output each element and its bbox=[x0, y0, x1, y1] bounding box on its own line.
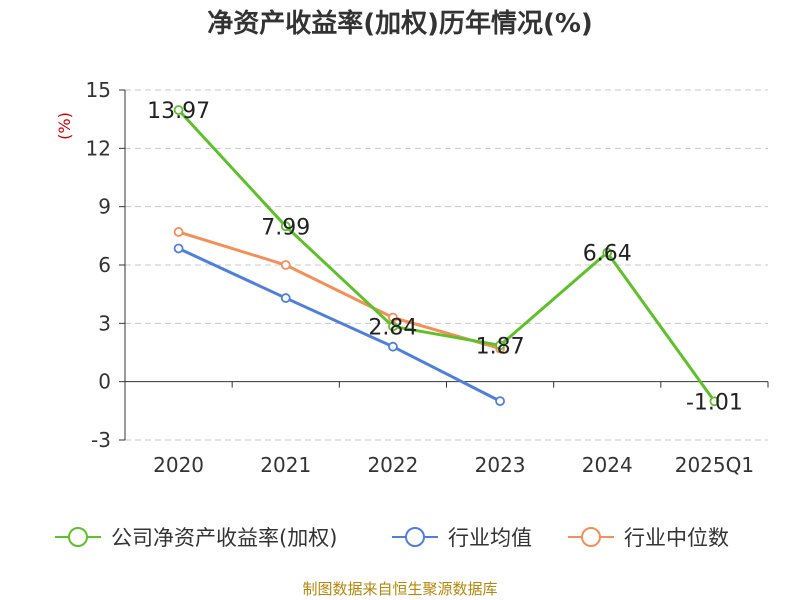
data-point bbox=[709, 396, 720, 407]
chart-title: 净资产收益率(加权)历年情况(%) bbox=[207, 8, 593, 39]
y-tick-label: -3 bbox=[91, 428, 111, 452]
data-label: 13.97 bbox=[147, 99, 210, 124]
x-tick-label: 2023 bbox=[475, 453, 526, 477]
source-note: 制图数据来自恒生聚源数据库 bbox=[302, 580, 497, 598]
legend-label: 行业均值 bbox=[448, 526, 532, 550]
data-point bbox=[602, 247, 613, 258]
gridlines bbox=[125, 89, 768, 441]
legend-swatch-marker bbox=[581, 527, 601, 547]
y-tick-label: 15 bbox=[86, 78, 111, 102]
legend-label: 行业中位数 bbox=[624, 526, 729, 550]
legend-swatch-marker bbox=[405, 527, 425, 547]
legend-item-2[interactable]: 行业中位数 bbox=[568, 526, 729, 550]
y-tick-label: 0 bbox=[98, 370, 111, 394]
data-point bbox=[280, 293, 291, 303]
y-axis-label: (%) bbox=[55, 112, 74, 140]
data-point bbox=[495, 396, 505, 407]
data-labels: 13.97 7.99 2.84 1.87 6.64 -1.01 bbox=[147, 99, 743, 415]
x-tick-label: 2025Q1 bbox=[675, 453, 754, 477]
data-label: 7.99 bbox=[261, 215, 310, 240]
data-point bbox=[388, 341, 398, 352]
data-point bbox=[173, 243, 184, 254]
series-line-1 bbox=[177, 247, 501, 403]
legend[interactable]: 公司净资产收益率(加权) 行业均值 行业中位数 bbox=[55, 526, 729, 550]
data-point bbox=[280, 221, 291, 232]
x-tick-label: 2020 bbox=[153, 453, 204, 477]
series-line-0 bbox=[177, 109, 716, 403]
legend-item-0[interactable]: 公司净资产收益率(加权) bbox=[55, 526, 337, 550]
y-tick-label: 6 bbox=[98, 253, 111, 277]
data-point bbox=[173, 227, 184, 237]
data-point bbox=[495, 340, 505, 351]
x-tick-label: 2021 bbox=[260, 453, 311, 477]
legend-item-1[interactable]: 行业均值 bbox=[392, 526, 532, 550]
data-label: 1.87 bbox=[476, 334, 525, 359]
series-lines bbox=[173, 105, 720, 407]
x-tick-label: 2022 bbox=[367, 453, 418, 477]
y-tick-label: 3 bbox=[98, 311, 111, 335]
data-label: 6.64 bbox=[583, 242, 632, 267]
legend-swatch-marker bbox=[68, 527, 88, 547]
y-tick-label: 9 bbox=[98, 195, 111, 219]
y-tick-label: 12 bbox=[86, 136, 111, 160]
x-tick-label: 2024 bbox=[582, 453, 633, 477]
data-label: 2.84 bbox=[368, 315, 417, 340]
legend-label: 公司净资产收益率(加权) bbox=[111, 526, 337, 550]
series-line-2 bbox=[178, 230, 501, 351]
data-label: -1.01 bbox=[686, 390, 743, 415]
data-point bbox=[388, 321, 398, 332]
axes: -3 0 3 6 9 12 15 2020 2021 2022 2023 2024 2025Q1 bbox=[86, 78, 769, 477]
data-point bbox=[173, 105, 184, 115]
data-point bbox=[280, 260, 291, 270]
data-point bbox=[388, 312, 398, 323]
